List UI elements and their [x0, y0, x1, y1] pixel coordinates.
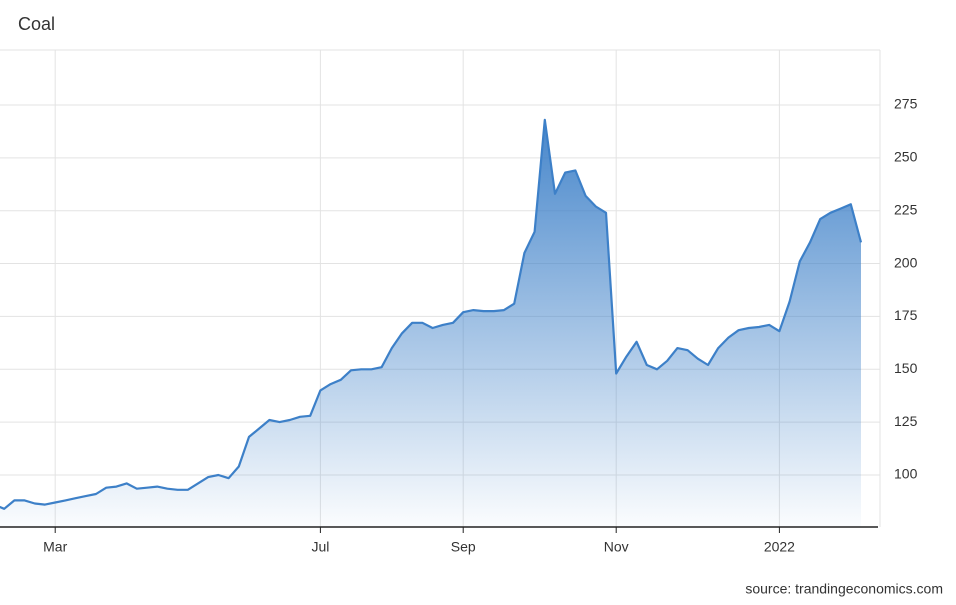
y-tick-label: 150 — [894, 360, 918, 376]
x-tick-label: Mar — [43, 539, 67, 555]
y-tick-label: 125 — [894, 413, 918, 429]
x-tick-label: 2022 — [764, 539, 795, 555]
y-tick-label: 175 — [894, 307, 918, 323]
x-tick-label: Jul — [311, 539, 329, 555]
labels: 100 125 150 175 200 225 250 275 Mar Jul Sep Nov 2022 — [43, 96, 917, 555]
y-tick-label: 200 — [894, 254, 918, 270]
y-tick-label: 100 — [894, 466, 918, 482]
x-tick-label: Nov — [604, 539, 629, 555]
plot — [0, 118, 863, 527]
chart-title: Coal — [18, 14, 55, 34]
source-note: source: trandingeconomics.com — [745, 581, 943, 597]
y-tick-label: 225 — [894, 201, 918, 217]
line — [0, 118, 863, 510]
x-tick-label: Sep — [451, 539, 476, 555]
y-tick-label: 250 — [894, 149, 918, 165]
y-tick-label: 275 — [894, 96, 918, 112]
area — [0, 119, 861, 527]
